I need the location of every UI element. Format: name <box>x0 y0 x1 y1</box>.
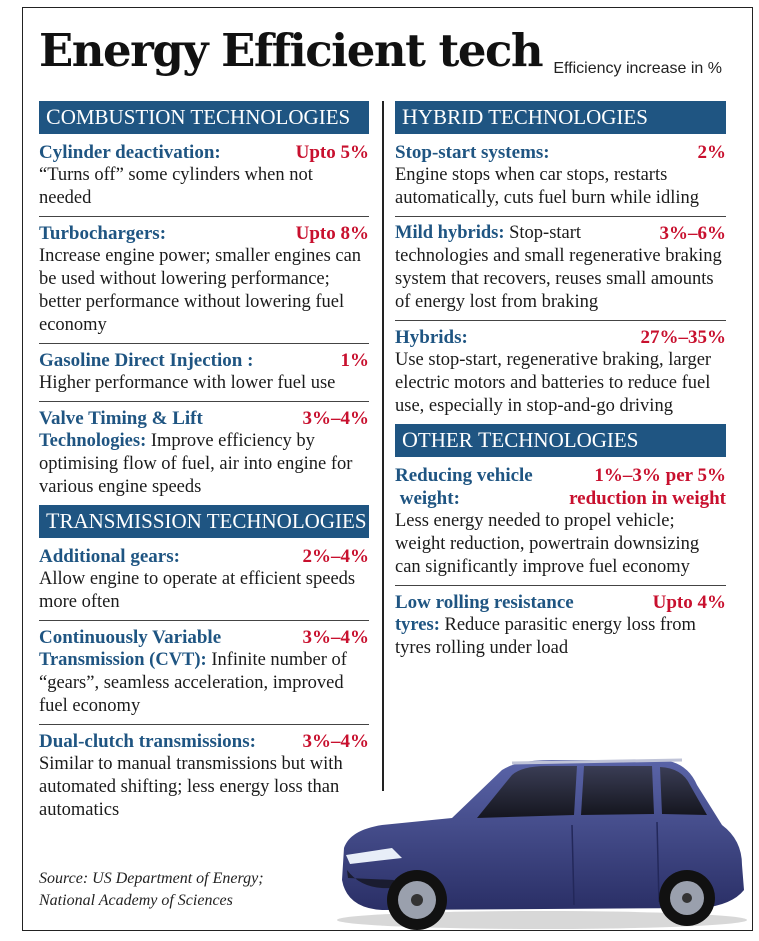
tech-value: 3%–4% <box>302 731 370 752</box>
tech-name-cont: tyres: <box>395 615 440 635</box>
tech-name: Mild hybrids: <box>395 223 505 243</box>
efficiency-legend: Efficiency increase in % <box>553 60 722 77</box>
tech-description: tyres: Reduce parasitic energy loss from… <box>395 615 696 658</box>
tech-value: 3%–4% <box>302 408 370 429</box>
tech-name: Cylinder deactivation: <box>39 142 221 163</box>
tech-description: “Turns off” some cylinders when not need… <box>39 165 313 208</box>
tech-name: Low rolling resistance <box>395 592 574 613</box>
section-header-combustion: COMBUSTION TECHNOLOGIES <box>39 101 369 134</box>
tech-description: Transmission (CVT): Infinite number of “… <box>39 650 347 716</box>
tech-item-turbochargers: Turbochargers: Upto 8% Increase engine p… <box>39 216 369 343</box>
tech-item-additional-gears: Additional gears: 2%–4% Allow engine to … <box>39 540 369 620</box>
tech-description: Higher performance with lower fuel use <box>39 373 336 393</box>
tech-name: Valve Timing & Lift <box>39 408 203 429</box>
tech-value: 3%–4% <box>302 627 370 648</box>
tech-name-cont: Transmission (CVT): <box>39 650 207 670</box>
tech-item-reducing-weight: Reducing vehicle weight: 1%–3% per 5% red… <box>395 459 726 585</box>
tech-value: 3%–6% <box>659 223 727 244</box>
section-header-other: OTHER TECHNOLOGIES <box>395 424 726 457</box>
tech-description: Engine stops when car stops, restarts au… <box>395 165 699 208</box>
tech-name: Stop-start systems: <box>395 142 550 163</box>
tech-value: 1% <box>340 350 370 371</box>
section-header-hybrid: HYBRID TECHNOLOGIES <box>395 101 726 134</box>
tech-description: Use stop-start, regenerative braking, la… <box>395 350 712 416</box>
tech-name-cont: Technologies: <box>39 431 147 451</box>
left-column: COMBUSTION TECHNOLOGIES Cylinder deactiv… <box>39 101 369 828</box>
tech-item-low-rolling-resistance: Low rolling resistance Upto 4% tyres: Re… <box>395 585 726 666</box>
tech-name: Reducing vehicle weight: <box>395 465 533 509</box>
tech-name: Turbochargers: <box>39 223 167 244</box>
tech-description: Increase engine power; smaller engines c… <box>39 246 362 335</box>
tech-value: 27%–35% <box>640 327 727 348</box>
tech-value: 2%–4% <box>302 546 370 567</box>
tech-name: Dual-clutch transmissions: <box>39 731 256 752</box>
tech-item-cvt: Continuously Variable 3%–4% Transmission… <box>39 620 369 724</box>
tech-description: Allow engine to operate at efficient spe… <box>39 569 356 612</box>
tech-description: Less energy needed to propel vehicle; we… <box>395 511 700 577</box>
tech-item-valve-timing: Valve Timing & Lift 3%–4% Technologies: … <box>39 401 369 505</box>
tech-value: Upto 8% <box>295 223 369 244</box>
tech-item-mild-hybrids: 3%–6% Mild hybrids: Stop-start technolog… <box>395 216 726 320</box>
tech-name: Gasoline Direct Injection : <box>39 350 254 371</box>
tech-value: Upto 5% <box>295 142 369 163</box>
tech-name: Hybrids: <box>395 327 468 348</box>
tech-description: 3%–6% Mild hybrids: Stop-start technolog… <box>395 223 727 312</box>
right-column: HYBRID TECHNOLOGIES Stop-start systems: … <box>395 101 726 666</box>
tech-item-cylinder-deactivation: Cylinder deactivation: Upto 5% “Turns of… <box>39 136 369 216</box>
tech-description: Similar to manual transmissions but with… <box>39 754 343 820</box>
tech-item-stop-start: Stop-start systems: 2% Engine stops when… <box>395 136 726 216</box>
tech-value: Upto 4% <box>652 592 726 613</box>
tech-name: Continuously Variable <box>39 627 222 648</box>
tech-value: 1%–3% per 5% reduction in weight <box>569 465 726 509</box>
tech-name: Additional gears: <box>39 546 180 567</box>
tech-item-hybrids: Hybrids: 27%–35% Use stop-start, regener… <box>395 320 726 424</box>
tech-item-gasoline-direct-injection: Gasoline Direct Injection : 1% Higher pe… <box>39 343 369 401</box>
infographic-frame: Energy Efficient tech Efficiency increas… <box>22 7 753 931</box>
source-note: Source: US Department of Energy; Nationa… <box>39 870 264 909</box>
suv-illustration <box>337 758 747 930</box>
section-header-transmission: TRANSMISSION TECHNOLOGIES <box>39 505 369 538</box>
page-title: Energy Efficient tech <box>39 24 544 77</box>
tech-item-dual-clutch: Dual-clutch transmissions: 3%–4% Similar… <box>39 724 369 828</box>
column-divider <box>382 101 384 791</box>
tech-description: Technologies: Improve efficiency by opti… <box>39 431 353 497</box>
tech-value: 2% <box>697 142 727 163</box>
